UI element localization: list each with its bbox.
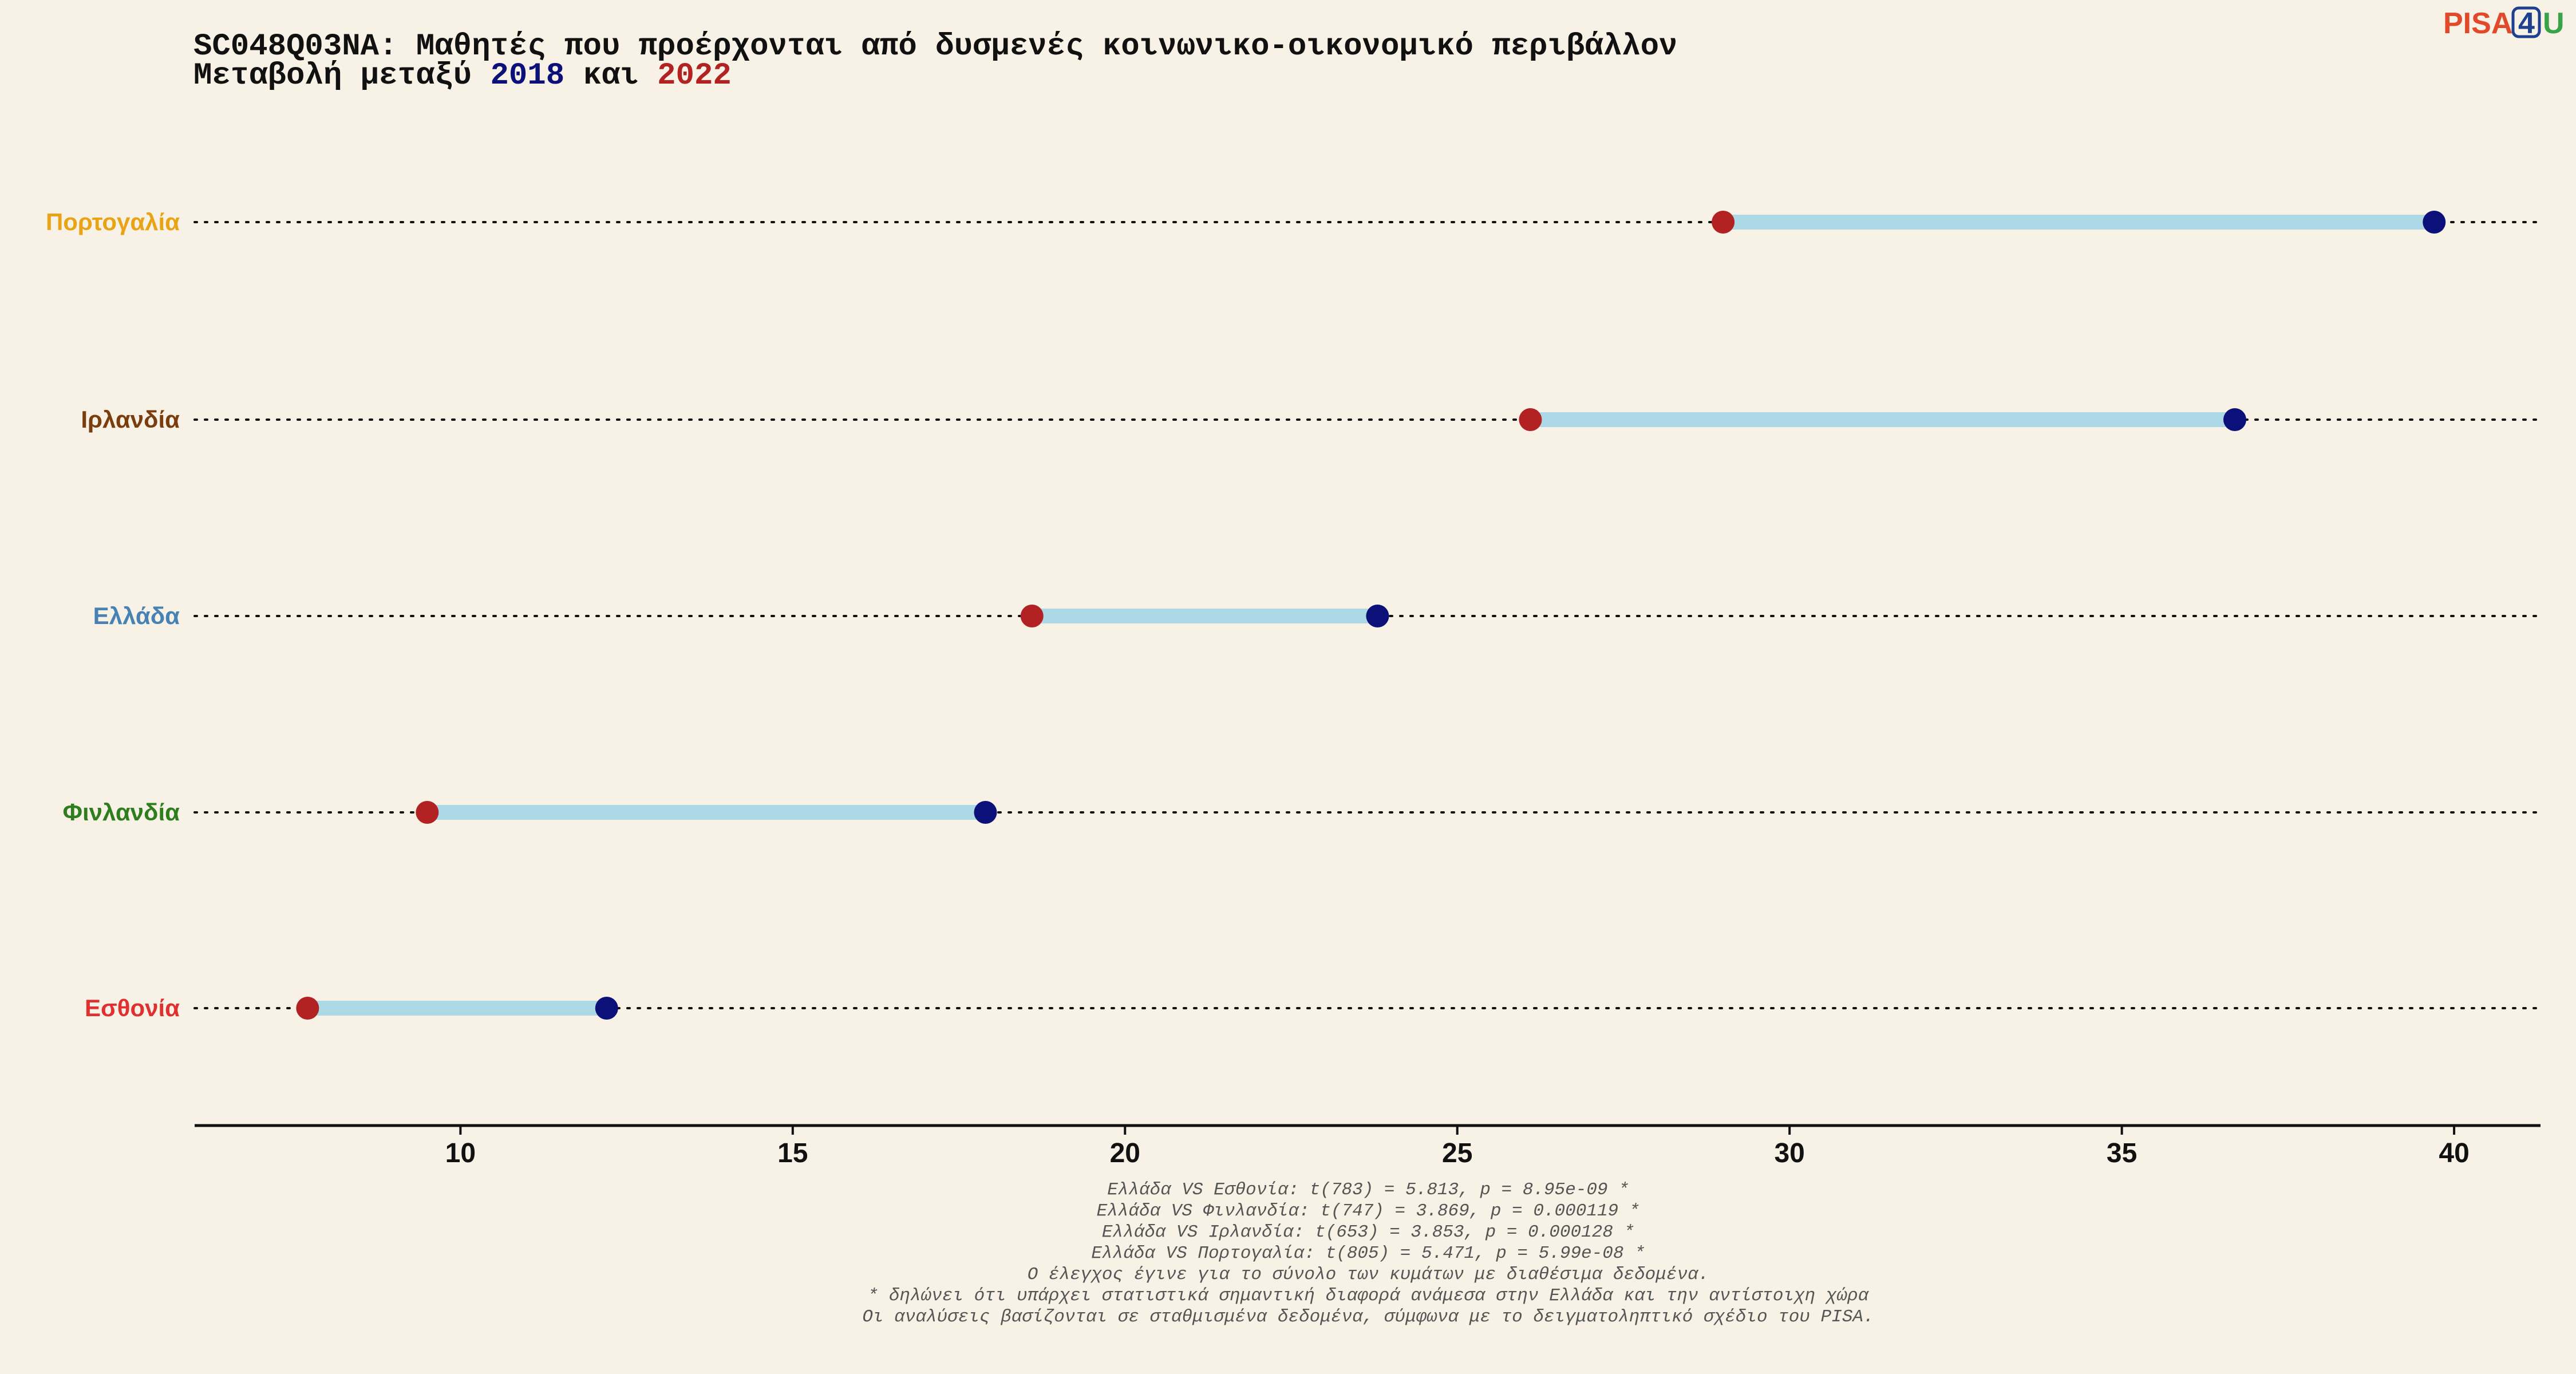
- x-tick-label: 30: [1774, 1138, 1804, 1168]
- category-label: Φινλανδία: [63, 799, 180, 826]
- point-2022: [1519, 408, 1542, 431]
- year-2022-label: 2022: [657, 58, 732, 93]
- category-label: Εσθονία: [85, 994, 180, 1021]
- footnote-line: Ελλάδα VS Φινλανδία: t(747) = 3.869, p =…: [1097, 1201, 1640, 1221]
- point-2018: [1366, 605, 1389, 627]
- logo-four-text: 4: [2518, 7, 2535, 40]
- category-label: Ελλάδα: [93, 602, 180, 629]
- point-2022: [296, 997, 319, 1020]
- point-2018: [595, 997, 618, 1020]
- category-label: Πορτογαλία: [46, 208, 180, 235]
- row-4: Εσθονία: [85, 994, 2542, 1021]
- point-2022: [1712, 211, 1735, 234]
- footnote-line: * δηλώνει ότι υπάρχει στατιστικά σημαντι…: [868, 1286, 1870, 1306]
- row-2: Ελλάδα: [93, 602, 2542, 629]
- logo-badge: [2511, 6, 2541, 38]
- x-axis-ticks: 10 15 20 25 30 35 40: [445, 1126, 2470, 1168]
- footnote-line: Οι αναλύσεις βασίζονται σε σταθμισμένα δ…: [862, 1307, 1874, 1327]
- footnote-line: Ελλάδα VS Εσθονία: t(783) = 5.813, p = 8…: [1107, 1180, 1629, 1200]
- logo-u-text: U: [2543, 7, 2565, 40]
- point-2018: [2423, 211, 2446, 234]
- category-label: Ιρλανδία: [81, 406, 180, 433]
- chart-rows: Πορτογαλία Ιρλανδία Ελλάδα Φινλανδία Εσθονία: [46, 208, 2542, 1021]
- x-tick-label: 10: [445, 1138, 476, 1168]
- x-tick-label: 35: [2107, 1138, 2137, 1168]
- pisa4u-logo: PISA 4 U: [2443, 6, 2565, 40]
- chart-title: SC048Q03NA: Μαθητές που προέρχονται από …: [193, 29, 1677, 64]
- point-2018: [2223, 408, 2246, 431]
- row-0: Πορτογαλία: [46, 208, 2542, 235]
- year-2018-label: 2018: [490, 58, 564, 93]
- row-3: Φινλανδία: [63, 799, 2542, 826]
- footnote-line: Ο έλεγχος έγινε για το σύνολο των κυμάτω…: [1028, 1265, 1709, 1285]
- chart-subtitle: Μεταβολή μεταξύ 2018 και 2022: [193, 58, 732, 93]
- x-tick-label: 15: [777, 1138, 808, 1168]
- x-tick-label: 25: [1442, 1138, 1472, 1168]
- point-2022: [1020, 605, 1044, 627]
- point-2018: [974, 801, 997, 824]
- footnotes: Ελλάδα VS Εσθονία: t(783) = 5.813, p = 8…: [862, 1180, 1874, 1327]
- row-1: Ιρλανδία: [81, 406, 2542, 433]
- x-tick-label: 40: [2439, 1138, 2469, 1168]
- footnote-line: Ελλάδα VS Ιρλανδία: t(653) = 3.853, p = …: [1102, 1222, 1634, 1242]
- footnote-line: Ελλάδα VS Πορτογαλία: t(805) = 5.471, p …: [1091, 1243, 1645, 1264]
- x-tick-label: 20: [1110, 1138, 1140, 1168]
- point-2022: [416, 801, 439, 824]
- logo-pisa-text: PISA: [2443, 7, 2512, 40]
